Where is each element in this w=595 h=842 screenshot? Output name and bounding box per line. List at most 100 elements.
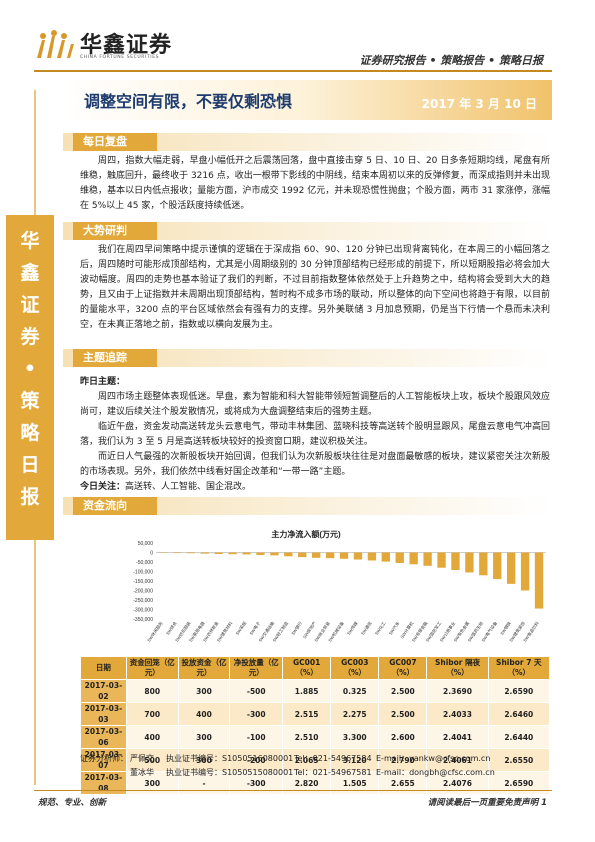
table-cell: 2.500 bbox=[378, 679, 428, 703]
table-cell: 2.500 bbox=[378, 702, 428, 726]
analyst-cert: 执业证书编号：S1050516080001 bbox=[166, 754, 294, 763]
sidebar-char: 券 bbox=[20, 326, 40, 348]
analyst-name: 严佩文 bbox=[130, 754, 154, 763]
col-header: GC003（%） bbox=[330, 656, 380, 680]
table-cell: 2.790 bbox=[378, 748, 428, 772]
table-cell: -300 bbox=[229, 702, 284, 726]
chart-bar bbox=[437, 552, 446, 568]
y-tick-label: -100,000 bbox=[133, 570, 153, 576]
table-header-row: 日期 资金回笼（亿元） 投放资金（亿元） 净投放量（亿元） GC001（%） G… bbox=[80, 656, 551, 680]
chart-bar bbox=[270, 552, 279, 556]
chart-bar bbox=[409, 552, 418, 565]
table-row: 2017-03-02 800 300 -500 1.885 0.325 2.500 2.369… bbox=[80, 679, 551, 703]
analyst-email: E-mail：yankw@cfsc.com.cn bbox=[376, 754, 491, 763]
table-cell: 400 bbox=[177, 702, 231, 726]
sidebar-char: 报 bbox=[20, 486, 40, 508]
date-cell: 2017-03-08 bbox=[80, 771, 127, 795]
date-cell: 2017-03-06 bbox=[80, 725, 127, 749]
section-title-flow: 资金流向 bbox=[73, 497, 157, 515]
chart-bar bbox=[312, 552, 321, 558]
review-paragraph: 周四，指数大幅走弱，早盘小幅低开之后震荡回落，盘中直接击穿 5 日、10 日、2… bbox=[80, 156, 550, 211]
analyst-row: 证券分析师： 严佩文 执业证书编号：S1050516080001Tel：021-54… bbox=[80, 752, 495, 766]
table-cell: -500 bbox=[229, 679, 284, 703]
analyst-tel: Tel：021-54967584 bbox=[294, 754, 372, 763]
col-header: Shibor 隔夜（%） bbox=[426, 656, 489, 680]
table-cell: 700 bbox=[125, 702, 179, 726]
col-header: 投放资金（亿元） bbox=[177, 656, 231, 680]
table-cell: -100 bbox=[229, 725, 284, 749]
sidebar-char: 日 bbox=[20, 454, 40, 476]
col-header: 资金回笼（亿元） bbox=[125, 656, 179, 680]
table-cell: 2.655 bbox=[378, 771, 428, 795]
chart-bar bbox=[228, 552, 237, 555]
sidebar-char: 策 bbox=[20, 390, 40, 412]
chart-bar bbox=[493, 552, 502, 580]
chart-bar bbox=[256, 552, 265, 555]
company-logo-icon bbox=[37, 30, 74, 58]
chart-bar bbox=[423, 552, 432, 566]
today-text: 高送转、人工智能、国企混改。 bbox=[125, 482, 252, 492]
col-header: 净投放量（亿元） bbox=[229, 656, 284, 680]
footer-disclaimer: 请阅读最后一页重要免责声明 1 bbox=[427, 798, 547, 808]
trend-body: 我们在周四早间策略中提示谨慎的逻辑在于深成指 60、90、120 分钟已出现背离… bbox=[80, 243, 550, 333]
y-tick-label: -300,000 bbox=[133, 608, 153, 614]
analyst-row: 董冰华 执业证书编号：S1050515080001Tel：021-54967581… bbox=[80, 766, 495, 780]
x-tick-label: SW综合 bbox=[164, 619, 179, 636]
table-cell: 300 bbox=[125, 771, 179, 795]
yesterday-label: 昨日主题： bbox=[80, 377, 126, 387]
table-row: 2017-03-03 700 400 -300 2.515 2.275 2.500 2.403… bbox=[80, 702, 551, 726]
table-cell: 0.325 bbox=[330, 679, 380, 703]
analyst-cert: 执业证书编号：S1050515080001 bbox=[166, 768, 294, 777]
table-cell: 2.820 bbox=[282, 771, 332, 795]
x-tick-label: SW汽车 bbox=[387, 620, 401, 636]
y-tick-label: 50,000 bbox=[138, 541, 154, 547]
sidebar-vertical-title: 华 鑫 证 券 • 策 略 日 报 bbox=[6, 225, 54, 513]
section-title-review: 每日复盘 bbox=[73, 133, 157, 151]
table-cell: 2.6550 bbox=[487, 748, 551, 772]
table-row: 2017-03-06 400 300 -100 2.510 3.300 2.600 2.404… bbox=[80, 725, 551, 749]
section-title-trend: 大势研判 bbox=[73, 222, 157, 240]
footer-divider bbox=[34, 790, 552, 791]
table-cell: - bbox=[177, 771, 231, 795]
table-cell: 2.6440 bbox=[487, 725, 551, 749]
chart-bar bbox=[200, 552, 209, 554]
chart-bar bbox=[353, 552, 363, 560]
company-name-en: CHINA FORTUNE SECURITIES bbox=[80, 55, 160, 60]
theme-paragraph-1: 周四市场主题整体表现低迷。早盘，素为智能和科大智能带领短暂调整后的人工智能板块上… bbox=[80, 392, 550, 417]
y-tick-label: -50,000 bbox=[136, 560, 153, 566]
analyst-role: 证券分析师： bbox=[80, 754, 128, 763]
chart-bar bbox=[465, 552, 474, 573]
chart-bar bbox=[451, 552, 460, 570]
chart-bar bbox=[520, 552, 530, 591]
table-cell: 1.505 bbox=[330, 771, 380, 795]
sidebar-char: 略 bbox=[20, 422, 40, 444]
section-bar-review bbox=[63, 133, 552, 151]
theme-paragraph-2: 临近午盘，资金发动高送转龙头云意电气，带动丰林集团、蓝晓科技等高送转个股明显跟风… bbox=[80, 422, 550, 447]
y-tick-label: -350,000 bbox=[133, 617, 153, 623]
table-cell: 800 bbox=[125, 679, 179, 703]
header-divider bbox=[34, 70, 552, 72]
analyst-email: E-mail：dongbh@cfsc.com.cn bbox=[376, 768, 495, 777]
table-cell: 2.3690 bbox=[426, 679, 489, 703]
chart-bar bbox=[214, 552, 223, 555]
report-date: 2017 年 3 月 10 日 bbox=[421, 97, 537, 111]
col-header: 日期 bbox=[80, 656, 127, 680]
chart-bar bbox=[534, 552, 544, 609]
table-cell: 2.6460 bbox=[487, 702, 551, 726]
y-tick-label: -150,000 bbox=[133, 579, 153, 585]
col-header: GC001（%） bbox=[282, 656, 332, 680]
today-line: 今日关注：高送转、人工智能、国企混改。 bbox=[80, 480, 550, 495]
sidebar-char: 华 bbox=[20, 230, 40, 252]
table-cell: 300 bbox=[177, 679, 231, 703]
table-row: 2017-03-08 300- -300 2.820 1.505 2.655 2.4076 2… bbox=[80, 771, 551, 795]
table-cell: -300 bbox=[229, 771, 284, 795]
table-cell: 2.4033 bbox=[426, 702, 489, 726]
chart-bar bbox=[479, 552, 488, 576]
chart-bar bbox=[298, 552, 307, 558]
x-tick-label: SW传媒 bbox=[345, 619, 360, 636]
y-tick-label: 0 bbox=[150, 551, 153, 557]
theme-body: 昨日主题： 周四市场主题整体表现低迷。早盘，素为智能和科大智能带领短暂调整后的人… bbox=[80, 375, 550, 495]
chart-title: 主力净流入额(万元) bbox=[271, 529, 341, 539]
capital-flow-chart: 主力净流入额(万元) 50,000 0 -50,000 -100,000 -150,000… bbox=[133, 529, 546, 643]
chart-bar bbox=[367, 552, 377, 561]
